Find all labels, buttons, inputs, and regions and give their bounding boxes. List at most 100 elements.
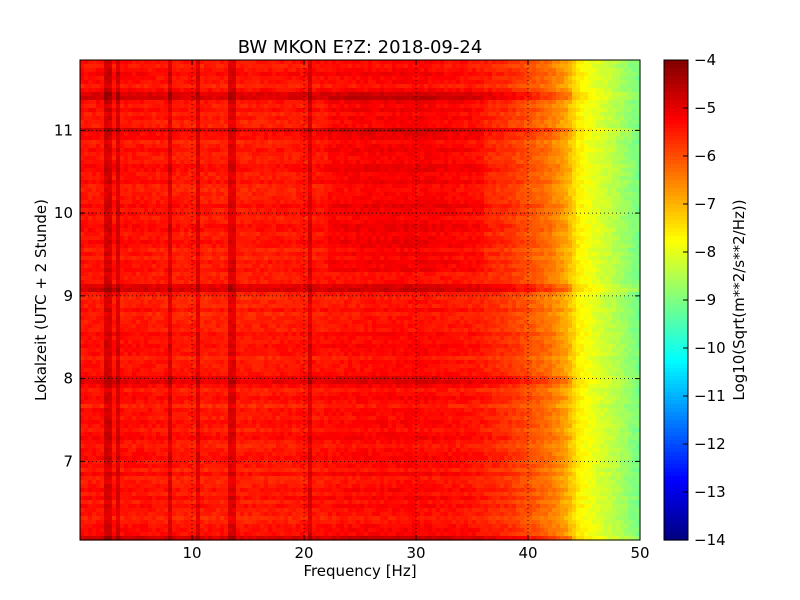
heatmap-cell (180, 104, 185, 109)
heatmap-cell (392, 140, 397, 145)
heatmap-cell (184, 164, 189, 169)
heatmap-cell (388, 176, 393, 181)
heatmap-cell (408, 76, 413, 81)
heatmap-cell (600, 188, 605, 193)
heatmap-cell (292, 136, 297, 141)
heatmap-cell (124, 168, 129, 173)
heatmap-cell (292, 140, 297, 145)
heatmap-cell (464, 132, 469, 137)
heatmap-cell (476, 156, 481, 161)
heatmap-cell (296, 200, 301, 205)
heatmap-cell (112, 72, 117, 77)
heatmap-cell (368, 60, 373, 65)
heatmap-cell (604, 80, 609, 85)
heatmap-cell (548, 180, 553, 185)
heatmap-cell (344, 152, 349, 157)
heatmap-cell (624, 144, 629, 149)
heatmap-cell (80, 80, 85, 85)
heatmap-cell (632, 96, 637, 101)
heatmap-cell (152, 148, 157, 153)
heatmap-cell (564, 84, 569, 89)
heatmap-cell (344, 60, 349, 65)
heatmap-cell (460, 88, 465, 93)
heatmap-cell (364, 136, 369, 141)
heatmap-cell (392, 104, 397, 109)
heatmap-cell (428, 84, 433, 89)
heatmap-cell (288, 92, 293, 97)
heatmap-cell (432, 148, 437, 153)
heatmap-cell (248, 188, 253, 193)
heatmap-cell (388, 196, 393, 201)
heatmap-cell (132, 168, 137, 173)
heatmap-cell (484, 92, 489, 97)
heatmap-cell (316, 60, 321, 65)
heatmap-cell (88, 152, 93, 157)
heatmap-cell (292, 188, 297, 193)
heatmap-cell (396, 184, 401, 189)
heatmap-cell (128, 132, 133, 137)
heatmap-cell (96, 180, 101, 185)
heatmap-cell (616, 168, 621, 173)
heatmap-cell (580, 100, 585, 105)
heatmap-cell (236, 84, 241, 89)
heatmap-cell (124, 172, 129, 177)
heatmap-cell (212, 156, 217, 161)
heatmap-cell (320, 104, 325, 109)
heatmap-cell (396, 192, 401, 197)
heatmap-cell (536, 160, 541, 165)
heatmap-cell (448, 112, 453, 117)
heatmap-cell (276, 116, 281, 121)
heatmap-cell (372, 136, 377, 141)
heatmap-cell (272, 160, 277, 165)
heatmap-cell (172, 156, 177, 161)
heatmap-cell (404, 76, 409, 81)
heatmap-cell (392, 144, 397, 149)
heatmap-cell (632, 92, 637, 97)
heatmap-cell (280, 164, 285, 169)
heatmap-cell (464, 188, 469, 193)
heatmap-cell (324, 64, 329, 69)
heatmap-cell (564, 100, 569, 105)
heatmap-cell (224, 88, 229, 93)
heatmap-cell (320, 168, 325, 173)
heatmap-cell (176, 188, 181, 193)
heatmap-cell (280, 96, 285, 101)
heatmap-cell (312, 96, 317, 101)
heatmap-cell (324, 88, 329, 93)
heatmap-cell (576, 192, 581, 197)
heatmap-cell (92, 148, 97, 153)
heatmap-cell (240, 184, 245, 189)
heatmap-cell (528, 132, 533, 137)
heatmap-cell (144, 144, 149, 149)
heatmap-cell (408, 116, 413, 121)
heatmap-cell (468, 116, 473, 121)
heatmap-cell (608, 120, 613, 125)
heatmap-cell (176, 184, 181, 189)
heatmap-cell (216, 76, 221, 81)
heatmap-cell (632, 76, 637, 81)
heatmap-cell (536, 192, 541, 197)
heatmap-cell (552, 152, 557, 157)
heatmap-cell (80, 188, 85, 193)
heatmap-cell (168, 60, 173, 65)
heatmap-cell (256, 80, 261, 85)
heatmap-cell (352, 196, 357, 201)
heatmap-cell (176, 180, 181, 185)
heatmap-cell (492, 196, 497, 201)
heatmap-cell (628, 68, 633, 73)
heatmap-cell (480, 68, 485, 73)
heatmap-cell (452, 108, 457, 113)
heatmap-cell (284, 60, 289, 65)
heatmap-cell (624, 148, 629, 153)
heatmap-cell (304, 108, 309, 113)
heatmap-cell (200, 188, 205, 193)
heatmap-cell (108, 180, 113, 185)
heatmap-cell (216, 84, 221, 89)
heatmap-cell (96, 88, 101, 93)
heatmap-cell (484, 188, 489, 193)
heatmap-cell (208, 152, 213, 157)
heatmap-cell (368, 112, 373, 117)
heatmap-cell (540, 84, 545, 89)
heatmap-cell (152, 88, 157, 93)
heatmap-cell (332, 112, 337, 117)
